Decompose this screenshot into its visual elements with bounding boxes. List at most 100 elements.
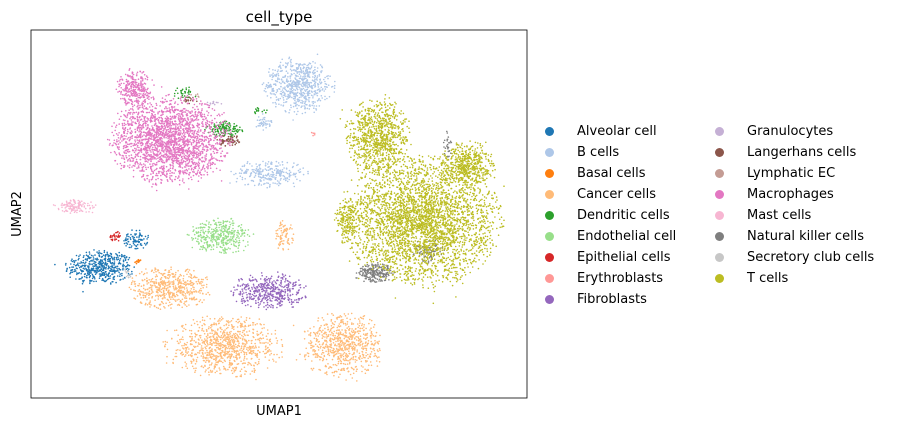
point — [370, 340, 373, 343]
point — [200, 229, 202, 232]
point — [316, 79, 318, 81]
point — [224, 122, 226, 124]
point — [118, 271, 120, 274]
point — [344, 322, 347, 325]
point — [152, 165, 154, 167]
point — [304, 106, 306, 108]
point — [92, 267, 95, 270]
point — [314, 352, 317, 355]
point — [187, 91, 189, 94]
point — [337, 362, 340, 365]
point — [134, 234, 136, 236]
point — [256, 280, 258, 283]
point — [295, 82, 297, 85]
point — [325, 358, 328, 361]
point — [205, 359, 208, 362]
point — [122, 260, 125, 263]
point — [358, 340, 360, 342]
point — [190, 362, 193, 364]
point — [178, 279, 181, 282]
point — [111, 261, 114, 264]
point — [82, 270, 85, 273]
point — [147, 292, 150, 295]
point — [313, 105, 315, 107]
point — [362, 347, 365, 350]
point — [253, 176, 256, 178]
point — [177, 283, 179, 286]
point — [297, 110, 299, 113]
point — [278, 171, 280, 173]
point — [277, 74, 280, 77]
point — [172, 280, 175, 282]
point — [234, 369, 237, 372]
point — [167, 299, 170, 302]
point — [123, 242, 126, 245]
point — [339, 373, 341, 376]
point — [260, 118, 262, 121]
point — [315, 340, 318, 342]
point — [75, 278, 77, 280]
point — [280, 67, 282, 70]
point — [126, 261, 128, 264]
point — [304, 111, 307, 114]
point — [159, 278, 162, 281]
point — [233, 333, 235, 335]
point — [365, 327, 367, 330]
point — [213, 125, 215, 127]
point — [204, 343, 207, 346]
point — [243, 320, 246, 323]
point — [188, 86, 190, 89]
point — [210, 371, 212, 373]
point — [226, 248, 228, 251]
point — [78, 255, 80, 258]
point — [225, 324, 227, 326]
point — [202, 286, 204, 289]
point — [201, 281, 204, 283]
point — [229, 223, 232, 226]
point — [358, 324, 361, 327]
point — [291, 91, 293, 94]
point — [198, 352, 201, 354]
point — [258, 165, 261, 167]
point — [132, 240, 134, 243]
point — [240, 375, 242, 378]
point — [137, 290, 139, 293]
point — [194, 95, 197, 98]
point — [111, 273, 113, 276]
point — [268, 348, 271, 351]
point — [281, 356, 284, 358]
point — [247, 349, 249, 352]
point — [270, 93, 273, 95]
point — [114, 270, 116, 273]
point — [281, 89, 284, 91]
point — [132, 280, 134, 282]
point — [303, 63, 305, 65]
point — [287, 242, 289, 244]
point — [227, 140, 230, 142]
point — [259, 332, 262, 335]
point — [158, 271, 160, 274]
point — [134, 239, 136, 241]
point — [279, 174, 282, 177]
point — [322, 335, 325, 338]
point — [199, 281, 201, 284]
point — [343, 334, 345, 337]
point — [353, 338, 356, 340]
point — [104, 270, 107, 273]
point — [208, 230, 211, 233]
point — [305, 80, 308, 82]
point — [215, 358, 217, 361]
point — [296, 98, 299, 101]
point — [103, 265, 105, 267]
point — [291, 89, 294, 92]
point — [316, 76, 319, 79]
point — [174, 299, 176, 301]
point — [324, 95, 326, 98]
point — [130, 245, 133, 247]
point — [75, 254, 78, 257]
point — [184, 355, 186, 358]
point — [308, 76, 311, 78]
point — [233, 244, 235, 247]
point — [94, 263, 96, 266]
point — [129, 237, 132, 239]
